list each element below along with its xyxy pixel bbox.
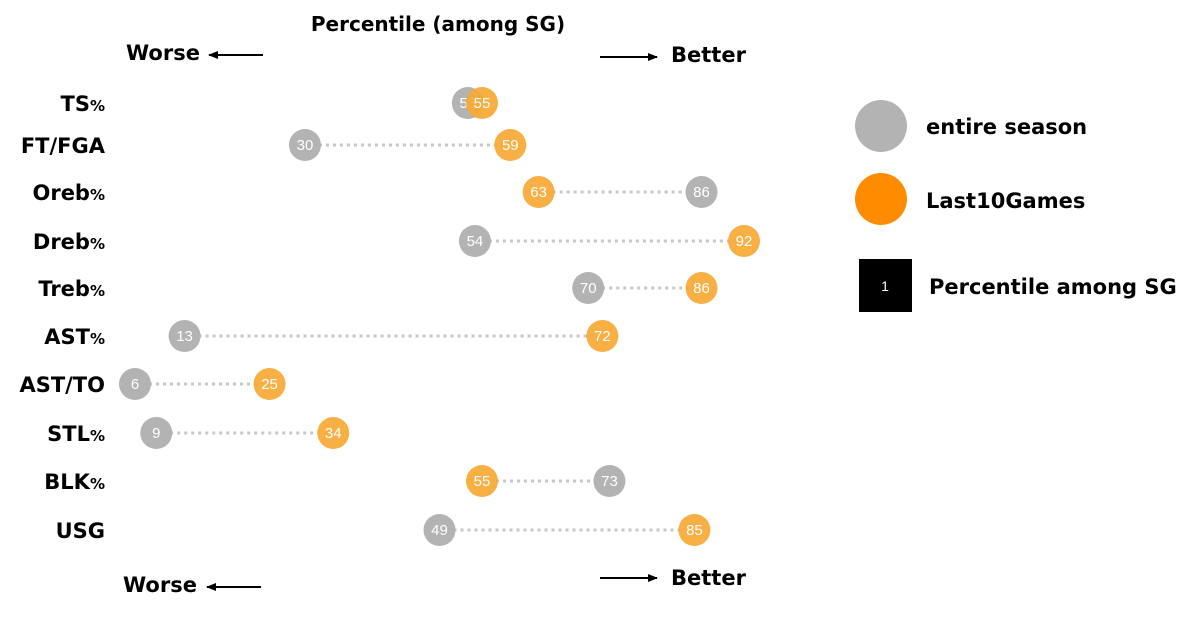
point-last10-stl: 34 (317, 417, 350, 449)
point-season-ast-to: 6 (119, 368, 151, 400)
value-label-last10-ast: 72 (594, 328, 611, 345)
legend-label-last10games: Last10Games (926, 189, 1085, 213)
dot-season-ast (168, 320, 201, 352)
value-label-season-usg: 49 (431, 522, 448, 539)
value-label-last10-ts: 55 (474, 95, 491, 112)
point-season-oreb: 86 (685, 176, 718, 208)
value-label-season-stl: 9 (152, 425, 160, 442)
category-label-treb: Treb% (38, 277, 105, 301)
category-label-ast-to: AST/TO (19, 373, 105, 397)
category-label-usg: USG (56, 519, 105, 543)
value-label-season-ft-fga: 30 (297, 137, 314, 154)
value-label-last10-stl: 34 (325, 425, 342, 442)
dot-last10-ft-fga (494, 129, 527, 161)
worse-label-top: Worse (126, 41, 200, 65)
legend-sample-value: 1 (881, 278, 889, 294)
dot-last10-ast (586, 320, 619, 352)
category-label-ts: TS% (61, 92, 105, 116)
dot-last10-ast-to (253, 368, 286, 400)
point-last10-ast-to: 25 (253, 368, 286, 400)
worse-label-bottom: Worse (123, 573, 197, 597)
value-label-last10-ast-to: 25 (261, 376, 278, 393)
value-label-last10-ft-fga: 59 (502, 137, 519, 154)
point-last10-ft-fga: 59 (494, 129, 527, 161)
legend-swatch-sample-value (859, 259, 912, 312)
value-label-season-dreb: 54 (467, 233, 484, 250)
point-last10-blk: 55 (465, 465, 498, 497)
value-label-season-ast: 13 (176, 328, 193, 345)
category-label-ast: AST% (44, 325, 105, 349)
point-season-ft-fga: 30 (288, 129, 321, 161)
category-label-ft-fga: FT/FGA (21, 134, 106, 158)
dot-season-ast-to (119, 368, 151, 400)
point-last10-usg: 85 (678, 514, 711, 546)
dot-season-oreb (685, 176, 718, 208)
legend: entire season Last10Games 1 Percentile a… (855, 100, 1177, 312)
dot-last10-usg (678, 514, 711, 546)
point-season-treb: 70 (572, 272, 605, 304)
category-label-oreb: Oreb% (32, 181, 105, 205)
better-label-bottom: Better (671, 566, 747, 590)
dot-last10-dreb (728, 225, 760, 257)
legend-swatch-last10games (855, 173, 907, 225)
point-season-dreb: 54 (458, 225, 491, 257)
value-label-last10-usg: 85 (686, 522, 703, 539)
dot-last10-stl (317, 417, 350, 449)
category-label-dreb: Dreb% (33, 230, 105, 254)
chart-title: Percentile (among SG) (311, 12, 565, 36)
legend-swatch-entire-season (855, 100, 907, 152)
dot-season-dreb (458, 225, 491, 257)
point-season-usg: 49 (423, 514, 456, 546)
dot-last10-oreb (522, 176, 555, 208)
point-last10-ts: 55 (465, 87, 498, 119)
dot-season-stl (140, 417, 173, 449)
value-label-season-oreb: 86 (693, 184, 710, 201)
category-label-blk: BLK% (44, 470, 105, 494)
point-season-stl: 9 (140, 417, 173, 449)
legend-label-entire-season: entire season (926, 115, 1087, 139)
dot-season-blk (593, 465, 626, 497)
value-label-last10-blk: 55 (474, 473, 491, 490)
value-label-last10-oreb: 63 (530, 184, 547, 201)
value-label-season-ast-to: 6 (131, 376, 139, 393)
category-labels: TS% FT/FGA Oreb% Dreb% Treb% AST% AST/TO STL% BL… (19, 92, 105, 543)
value-label-season-treb: 70 (580, 280, 597, 297)
connector-lines (135, 101, 744, 532)
point-last10-dreb: 92 (728, 225, 760, 257)
point-last10-treb: 86 (685, 272, 718, 304)
better-label-top: Better (671, 43, 747, 67)
legend-label-percentile: Percentile among SG (929, 275, 1177, 299)
value-label-season-blk: 73 (601, 473, 618, 490)
dot-last10-treb (685, 272, 718, 304)
dot-season-treb (572, 272, 605, 304)
category-label-stl: STL% (47, 422, 105, 446)
dot-last10-blk (465, 465, 498, 497)
value-label-last10-treb: 86 (693, 280, 710, 297)
point-season-blk: 73 (593, 465, 626, 497)
data-points: 53553059866354927086137262593473554985 (119, 87, 760, 546)
dot-season-ft-fga (288, 129, 321, 161)
point-last10-ast: 72 (586, 320, 619, 352)
point-season-ast: 13 (168, 320, 201, 352)
value-label-last10-dreb: 92 (736, 233, 753, 250)
dot-season-usg (423, 514, 456, 546)
point-last10-oreb: 63 (522, 176, 555, 208)
dot-last10-ts (465, 87, 498, 119)
